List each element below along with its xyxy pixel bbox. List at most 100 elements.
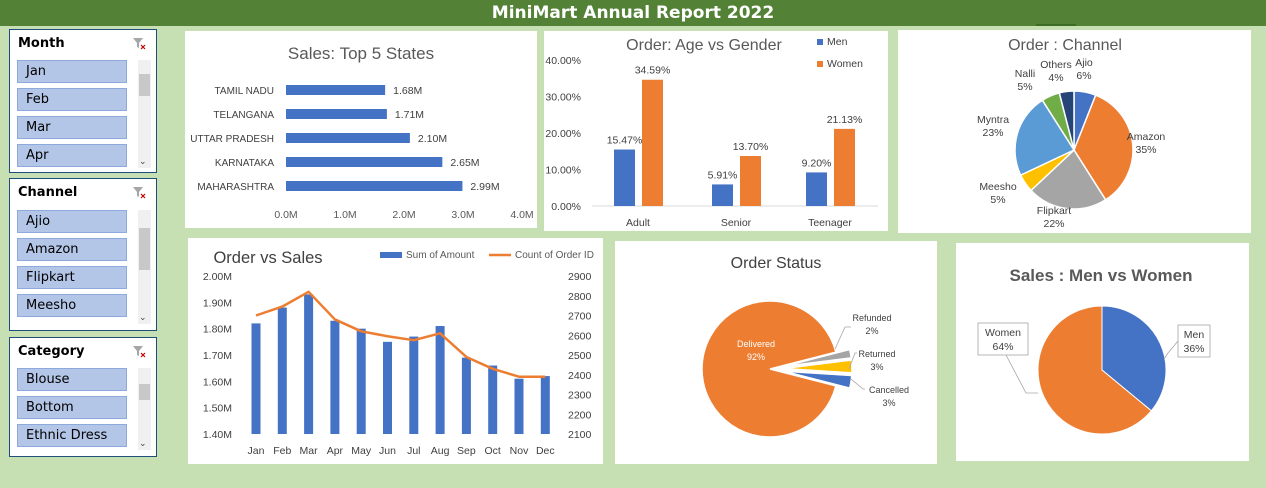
bar	[409, 336, 419, 434]
slicer-item-month[interactable]: Jan	[17, 60, 127, 83]
clear-filter-icon[interactable]	[132, 36, 146, 50]
category-label: Aug	[431, 445, 450, 457]
leader-line	[1005, 354, 1038, 394]
slice-name-label: Returned	[858, 349, 895, 359]
series-line	[255, 290, 546, 378]
pie-slice	[701, 300, 837, 438]
legend-label: Count of Order ID	[515, 250, 594, 261]
category-label: May	[351, 445, 372, 457]
scrollbar-thumb[interactable]	[139, 384, 150, 400]
category-label: Senior	[721, 217, 752, 229]
month-slicer-title: Month	[18, 36, 65, 51]
chart-title: Order : Channel	[1008, 37, 1122, 54]
chart-title: Order: Age vs Gender	[626, 37, 782, 54]
y-tick-label: 20.00%	[545, 128, 581, 140]
pie-slice	[1029, 148, 1107, 210]
y-left-tick-label: 1.40M	[203, 429, 232, 441]
slicer-item-channel[interactable]: Meesho	[17, 294, 127, 317]
slicer-item-channel[interactable]: Ajio	[17, 210, 127, 233]
y-right-tick-label: 2100	[568, 429, 592, 441]
y-left-tick-label: 2.00M	[203, 271, 232, 283]
bar	[383, 341, 392, 434]
clear-filter-icon[interactable]	[132, 185, 146, 199]
x-tick-label: 1.0M	[333, 209, 356, 221]
data-label: 9.20%	[802, 157, 832, 169]
category-slicer-scrollbar[interactable]: ⌄	[138, 368, 151, 450]
bar	[286, 181, 463, 191]
slice-name-label: Others	[1040, 59, 1072, 71]
category-label: Oct	[485, 445, 501, 457]
pie-slice	[1037, 305, 1153, 435]
data-callout	[1177, 324, 1211, 358]
slicer-item-category[interactable]: Ethnic Dress	[17, 424, 127, 447]
chart-age-gender: Order: Age vs Gender 0.00% 10.00% 20.00% 30.…	[544, 31, 888, 231]
bar	[277, 307, 287, 434]
legend-label: Women	[827, 58, 863, 70]
slicer-item-month[interactable]: Mar	[17, 116, 127, 139]
category-slicer-title: Category	[18, 344, 85, 359]
data-label: 1.68M	[393, 85, 422, 97]
category-label: Apr	[327, 445, 344, 457]
chart-title: Order Status	[731, 255, 822, 272]
category-label: MAHARASHTRA	[197, 182, 274, 193]
bar	[286, 85, 386, 95]
chart-top5-states: Sales: Top 5 States TAMIL NADU 1.68M TELANG…	[185, 31, 537, 228]
slice-name-label: Refunded	[852, 313, 891, 323]
month-slicer-scrollbar[interactable]: ⌄	[138, 60, 151, 168]
chart-title: Order vs Sales	[213, 249, 322, 267]
chart-title: Sales: Top 5 States	[288, 44, 434, 63]
channel-slicer-scrollbar[interactable]: ⌄	[138, 210, 151, 324]
data-label: 5.91%	[708, 169, 738, 181]
data-label: 2.10M	[418, 133, 447, 145]
category-label: Nov	[510, 445, 529, 457]
y-left-tick-label: 1.60M	[203, 376, 232, 388]
slicer-item-month[interactable]: Feb	[17, 88, 127, 111]
clear-filter-icon[interactable]	[132, 344, 146, 358]
bar	[806, 172, 827, 206]
legend-swatch	[817, 61, 823, 67]
leader-line	[850, 378, 865, 390]
chart-order-vs-sales: Order vs Sales Sum of Amount Count of Orde…	[188, 238, 603, 464]
slice-value-label: 23%	[982, 127, 1003, 139]
legend-label: Men	[827, 36, 848, 48]
slicer-item-category[interactable]: Bottom	[17, 396, 127, 419]
category-label: Dec	[536, 445, 555, 457]
chart-order-status: Order Status Delivered 92% Refunded 2% Return…	[615, 241, 937, 464]
data-label: 2.65M	[450, 157, 479, 169]
data-label: 2.99M	[470, 181, 499, 193]
bar	[642, 79, 663, 206]
y-left-tick-label: 1.90M	[203, 297, 232, 309]
y-right-tick-label: 2800	[568, 291, 592, 303]
x-tick-label: 2.0M	[392, 209, 415, 221]
scrollbar-thumb[interactable]	[139, 74, 150, 96]
category-label: Feb	[273, 445, 291, 457]
slicer-item-month[interactable]: Apr	[17, 144, 127, 167]
scroll-down-icon[interactable]: ⌄	[139, 438, 147, 448]
month-slicer: Month Jan Feb Mar Apr ⌄	[9, 29, 157, 173]
bar	[740, 155, 761, 206]
slice-value-label: 5%	[1017, 81, 1032, 93]
y-tick-label: 10.00%	[545, 165, 581, 177]
report-title-bar: MiniMart Annual Report 2022	[0, 0, 1266, 26]
x-tick-label: 0.0M	[274, 209, 297, 221]
x-tick-label: 3.0M	[451, 209, 474, 221]
y-right-tick-label: 2600	[568, 330, 592, 342]
scrollbar-thumb[interactable]	[139, 228, 150, 270]
data-label: 34.59%	[635, 65, 671, 77]
y-right-tick-label: 2500	[568, 350, 592, 362]
slice-value-label: 3%	[870, 362, 883, 372]
slice-name-label: Meesho	[979, 181, 1017, 193]
pie-slice	[1101, 305, 1167, 412]
y-right-tick-label: 2300	[568, 390, 592, 402]
x-tick-label: 4.0M	[510, 209, 533, 221]
y-tick-label: 30.00%	[545, 92, 581, 104]
slicer-item-category[interactable]: Blouse	[17, 368, 127, 391]
scroll-down-icon[interactable]: ⌄	[139, 156, 147, 166]
category-label: Jan	[248, 445, 265, 457]
scroll-down-icon[interactable]: ⌄	[139, 312, 147, 322]
slice-value-label: 2%	[865, 326, 878, 336]
channel-slicer: Channel Ajio Amazon Flipkart Meesho ⌄	[9, 178, 157, 331]
slicer-item-channel[interactable]: Amazon	[17, 238, 127, 261]
slicer-item-channel[interactable]: Flipkart	[17, 266, 127, 289]
slice-name-label: Myntra	[977, 114, 1009, 126]
